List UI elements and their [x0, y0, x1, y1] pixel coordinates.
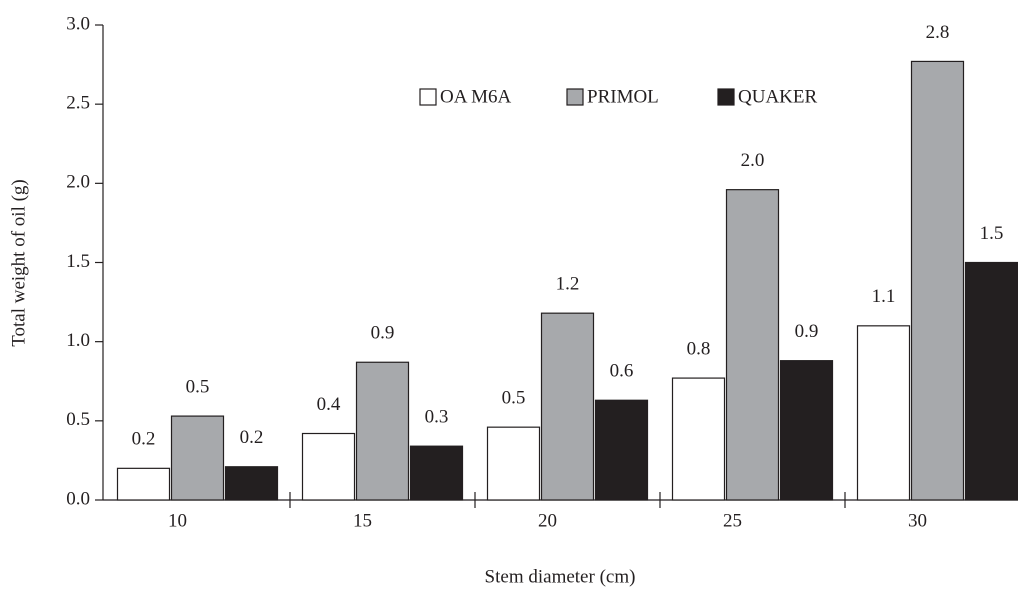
value-label: 0.5 — [186, 376, 210, 397]
bar — [725, 189, 780, 501]
value-label: 0.8 — [687, 338, 711, 359]
x-tick-label: 20 — [538, 510, 557, 531]
value-label: 0.5 — [502, 388, 526, 409]
value-label: 1.5 — [980, 223, 1004, 244]
y-tick-label: 2.0 — [66, 172, 90, 193]
legend-label: OA M6A — [440, 86, 512, 107]
y-tick-label: 0.0 — [66, 488, 90, 509]
bar — [301, 432, 356, 501]
value-label: 0.3 — [425, 407, 449, 428]
bar — [779, 360, 834, 501]
y-tick-label: 1.0 — [66, 330, 90, 351]
bar — [594, 399, 649, 501]
legend-swatch — [717, 88, 735, 106]
bar — [910, 60, 965, 501]
x-tick-label: 25 — [723, 510, 742, 531]
y-tick-label: 2.5 — [66, 93, 90, 114]
value-label: 2.0 — [741, 150, 765, 171]
bar — [486, 426, 541, 501]
bar — [116, 467, 171, 501]
y-tick-label: 3.0 — [66, 13, 90, 34]
y-axis-label: Total weight of oil (g) — [8, 179, 29, 347]
bar — [856, 325, 911, 501]
bar — [170, 415, 225, 501]
y-tick-label: 0.5 — [66, 409, 90, 430]
bar — [224, 466, 279, 501]
y-tick-label: 1.5 — [66, 251, 90, 272]
value-label: 0.2 — [132, 429, 156, 450]
bar — [355, 361, 410, 501]
legend-label: PRIMOL — [587, 86, 659, 107]
legend-label: QUAKER — [738, 86, 817, 107]
bar — [964, 261, 1018, 501]
bar — [540, 312, 595, 501]
x-tick-label: 10 — [168, 510, 187, 531]
x-tick-label: 15 — [353, 510, 372, 531]
value-label: 1.1 — [872, 286, 896, 307]
bar — [409, 445, 464, 501]
value-label: 1.2 — [556, 274, 580, 295]
value-label: 0.6 — [610, 361, 634, 382]
value-label: 0.2 — [240, 427, 264, 448]
value-label: 2.8 — [926, 22, 950, 43]
value-label: 0.9 — [795, 321, 819, 342]
value-label: 0.9 — [371, 323, 395, 344]
legend-swatch — [419, 88, 437, 106]
x-tick-label: 30 — [908, 510, 927, 531]
legend-swatch — [566, 88, 584, 106]
bar — [671, 377, 726, 501]
value-label: 0.4 — [317, 394, 341, 415]
x-axis-label: Stem diameter (cm) — [485, 566, 636, 587]
